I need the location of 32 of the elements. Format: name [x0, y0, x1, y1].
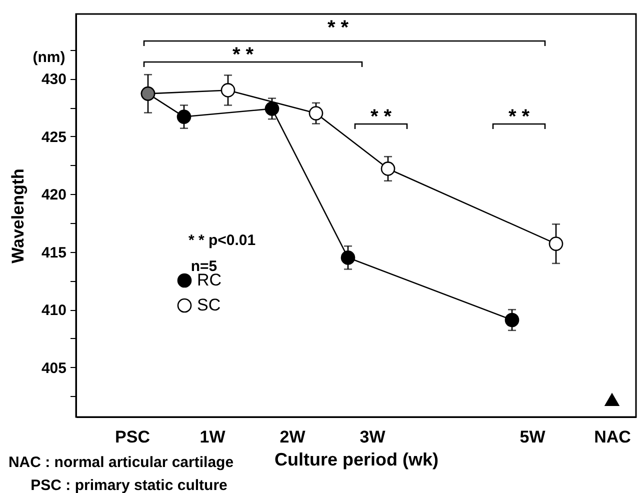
annotation: * * [370, 106, 392, 128]
y-tick-label: 425 [41, 128, 66, 146]
legend-label: SC [197, 296, 221, 314]
y-tick-label: 410 [41, 302, 66, 320]
text: PSC : primary static culture [30, 477, 228, 493]
point [504, 312, 520, 328]
text: NAC : normal articular cartilage [8, 454, 234, 471]
point [220, 83, 236, 98]
x-axis-title: Culture period (wk) [274, 450, 439, 470]
annotation: * * p<0.01 [188, 232, 256, 249]
point [380, 162, 396, 176]
x-tick-label: 5W [520, 428, 546, 446]
x-tick-label: PSC [115, 428, 150, 446]
point [308, 106, 324, 120]
y-axis-title: Wavelength [8, 168, 28, 264]
point [340, 250, 356, 265]
x-tick-label: NAC [594, 428, 631, 446]
y-tick-label: 430 [41, 71, 66, 88]
annotation: * * [508, 106, 530, 128]
point [604, 393, 620, 406]
x-tick-label: 1W [200, 428, 226, 446]
point [176, 110, 192, 124]
point [548, 236, 564, 251]
y-tick-label: 415 [41, 244, 66, 262]
x-tick-label: 2W [280, 428, 306, 446]
annotation: * * [327, 17, 349, 39]
y-tick-label: 420 [41, 186, 66, 204]
annotation: * * [232, 44, 254, 66]
point [264, 102, 280, 116]
y-tick-label: 405 [41, 360, 66, 377]
x-tick-label: 3W [360, 428, 386, 446]
text: (nm) [32, 49, 66, 66]
